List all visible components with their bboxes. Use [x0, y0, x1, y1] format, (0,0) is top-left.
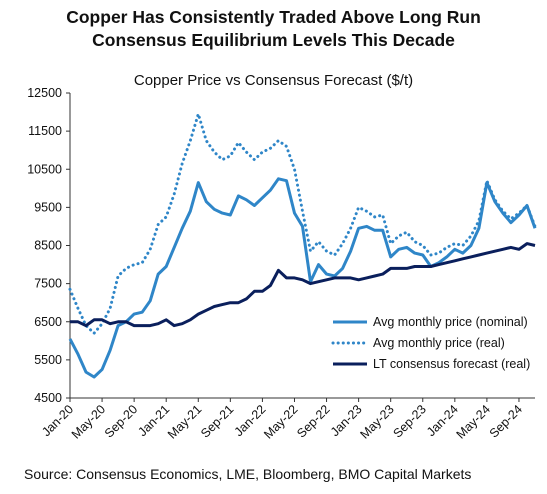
y-tick-label: 10500	[27, 162, 62, 176]
chart-title: Copper Has Consistently Traded Above Lon…	[0, 6, 547, 52]
chart-title-line2: Consensus Equilibrium Levels This Decade	[92, 30, 455, 50]
y-tick-label: 7500	[34, 277, 62, 291]
series-line-lt-consensus-forecast-real	[70, 242, 536, 328]
y-tick-label: 9500	[34, 200, 62, 214]
x-tick-label: Sep-24	[487, 402, 525, 440]
y-tick-label: 11500	[28, 124, 62, 138]
x-tick-label: May-21	[165, 402, 204, 441]
x-tick-label: May-24	[454, 402, 493, 441]
y-tick-label: 4500	[34, 391, 62, 405]
x-tick-label: Sep-20	[102, 402, 140, 440]
chart-title-line1: Copper Has Consistently Traded Above Lon…	[66, 7, 481, 27]
y-tick-label: 8500	[34, 239, 62, 253]
chart-subtitle: Copper Price vs Consensus Forecast ($/t)	[133, 72, 414, 89]
y-tick-label: 6500	[34, 315, 62, 329]
series-line-avg-monthly-price-nominal	[68, 177, 537, 379]
source-note: Source: Consensus Economics, LME, Bloomb…	[24, 466, 472, 482]
legend-label: LT consensus forecast (real)	[373, 357, 530, 371]
x-tick-label: May-23	[357, 402, 396, 441]
y-tick-label: 12500	[27, 86, 62, 100]
y-tick-label: 5500	[34, 353, 62, 367]
series-line-avg-monthly-price-real	[68, 108, 537, 336]
legend-label: Avg monthly price (real)	[373, 336, 505, 350]
x-tick-label: Sep-22	[294, 402, 332, 440]
legend-label: Avg monthly price (nominal)	[373, 315, 528, 329]
x-tick-label: May-22	[261, 402, 300, 441]
x-tick-label: May-20	[69, 402, 108, 441]
x-tick-label: Sep-21	[198, 402, 236, 440]
x-tick-label: Sep-23	[390, 402, 428, 440]
